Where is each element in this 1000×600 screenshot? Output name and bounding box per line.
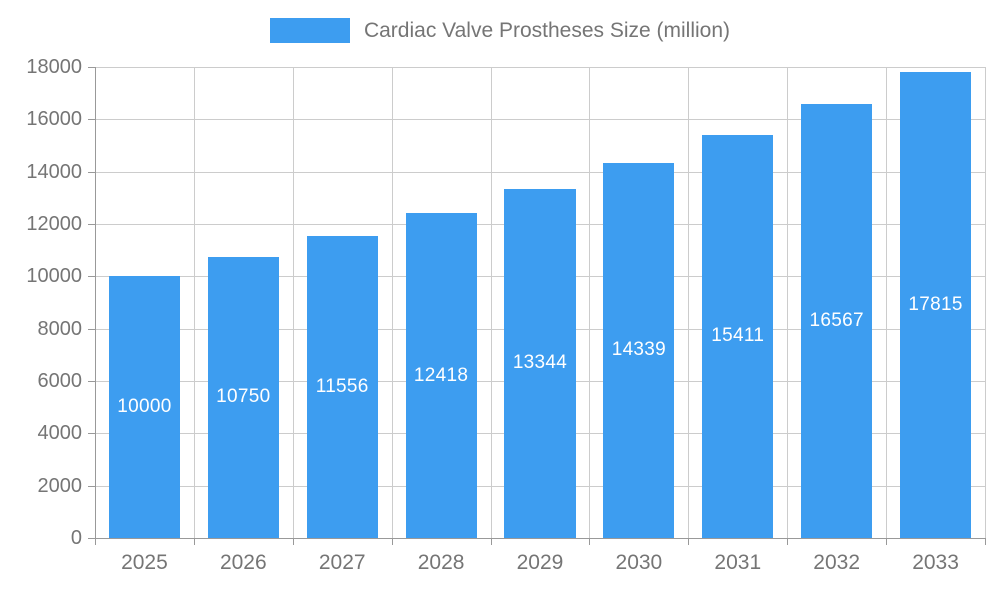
- y-axis-tick: [88, 276, 95, 278]
- bar-value-label: 16567: [809, 310, 864, 332]
- x-axis-label: 2030: [615, 551, 663, 574]
- gridline-vertical: [688, 67, 690, 538]
- y-axis-tick: [88, 485, 95, 487]
- x-axis-tick: [886, 538, 888, 545]
- gridline-horizontal: [95, 171, 985, 173]
- x-axis-tick: [985, 538, 986, 545]
- x-axis-label: 2028: [417, 551, 465, 574]
- gridline-vertical: [589, 67, 591, 538]
- bar-value-label: 12418: [413, 364, 469, 386]
- bar-2026: 10750: [207, 256, 279, 538]
- y-axis-label: 2000: [37, 474, 83, 497]
- y-axis-label: 6000: [37, 370, 83, 392]
- y-axis-label: 8000: [37, 317, 83, 340]
- bar-2032: 16567: [801, 104, 873, 538]
- bar-value-label: 10750: [216, 386, 271, 408]
- x-axis-label: 2031: [714, 551, 762, 574]
- y-axis-label: 4000: [37, 422, 83, 445]
- bar-value-label: 11556: [315, 375, 369, 397]
- y-axis-label: 14000: [26, 160, 82, 183]
- gridline-vertical: [490, 67, 492, 538]
- bar-2028: 12418: [405, 213, 477, 538]
- y-axis-tick: [88, 381, 95, 382]
- bar-value-label: 10000: [117, 396, 172, 418]
- x-axis-label: 2026: [219, 551, 267, 574]
- y-axis-label: 16000: [26, 108, 82, 131]
- y-axis-tick: [88, 433, 95, 435]
- y-axis-tick: [88, 119, 95, 121]
- gridline-horizontal: [95, 119, 985, 121]
- y-axis-tick: [88, 67, 95, 68]
- bar-2027: 11556: [306, 235, 378, 538]
- gridline-vertical: [193, 67, 195, 538]
- y-axis-line: [95, 67, 96, 538]
- bar-value-label: 15411: [711, 325, 765, 347]
- gridline-vertical: [787, 67, 789, 538]
- gridline-vertical: [391, 67, 393, 538]
- legend-swatch: [269, 18, 350, 43]
- x-axis-label: 2025: [121, 551, 168, 574]
- bar-2025: 10000: [108, 276, 181, 538]
- y-axis-tick: [88, 538, 95, 539]
- chart-title: Cardiac Valve Prostheses Size (million): [363, 18, 731, 42]
- gridline-horizontal: [95, 67, 985, 68]
- bar-2031: 15411: [702, 134, 774, 538]
- x-axis-tick: [292, 538, 294, 545]
- chart-legend[interactable]: Cardiac Valve Prostheses Size (million): [0, 18, 1000, 43]
- x-axis-label: 2029: [516, 551, 564, 574]
- bar-value-label: 13344: [512, 352, 568, 374]
- x-axis-tick: [193, 538, 195, 545]
- y-axis-label: 10000: [26, 265, 82, 288]
- gridline-vertical: [985, 67, 986, 538]
- y-axis-tick: [88, 328, 95, 330]
- y-axis-tick: [88, 224, 95, 225]
- gridline-vertical: [292, 67, 294, 538]
- y-axis-label: 12000: [26, 213, 82, 235]
- y-axis-label: 18000: [26, 56, 82, 78]
- bar-2030: 14339: [603, 162, 675, 538]
- x-axis-tick: [391, 538, 393, 545]
- x-axis-tick: [688, 538, 690, 545]
- x-axis-tick: [589, 538, 591, 545]
- x-axis-tick: [95, 538, 96, 545]
- bar-value-label: 14339: [611, 339, 667, 361]
- bar-value-label: 17815: [908, 293, 963, 315]
- x-axis-label: 2032: [813, 551, 861, 574]
- bar-2033: 17815: [899, 71, 972, 538]
- bar-2029: 13344: [504, 188, 576, 538]
- x-axis-label: 2033: [912, 551, 959, 574]
- y-axis-tick: [88, 171, 95, 173]
- x-axis-line: [95, 538, 985, 539]
- x-axis-tick: [490, 538, 492, 545]
- y-axis-label: 0: [70, 527, 82, 549]
- x-axis-tick: [787, 538, 789, 545]
- x-axis-label: 2027: [318, 551, 366, 574]
- gridline-vertical: [886, 67, 888, 538]
